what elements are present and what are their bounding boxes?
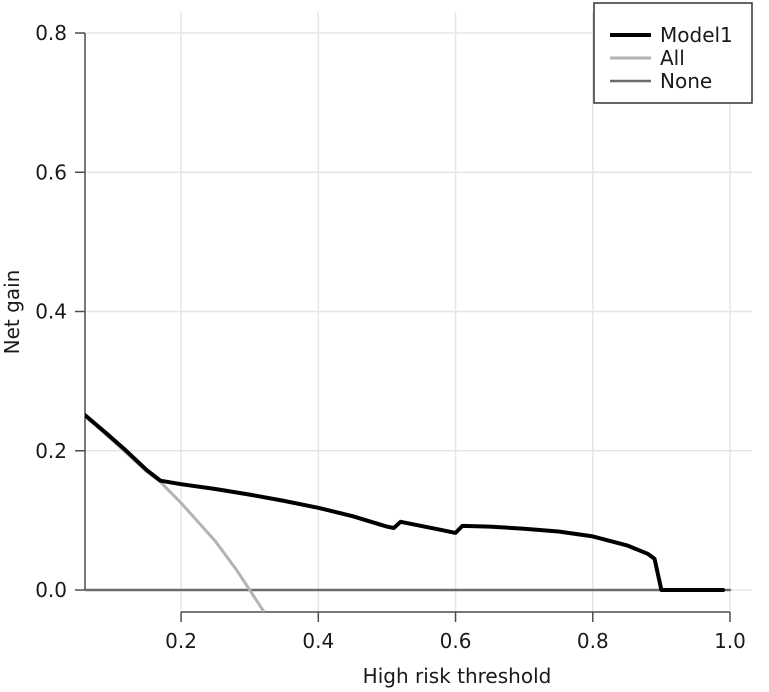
- legend-label-none: None: [660, 69, 712, 93]
- x-tick-label-1.0: 1.0: [714, 629, 746, 653]
- y-tick-label-0.2: 0.2: [35, 439, 67, 463]
- x-tick-label-0.4: 0.4: [302, 629, 334, 653]
- y-axis-title: Net gain: [0, 270, 24, 355]
- legend-label-model1: Model1: [660, 23, 733, 47]
- y-tick-label-0.8: 0.8: [35, 21, 67, 45]
- x-tick-label-0.8: 0.8: [577, 629, 609, 653]
- y-tick-label-0.4: 0.4: [35, 300, 67, 324]
- legend-label-all: All: [660, 46, 685, 70]
- series-line-model1: [85, 413, 726, 592]
- axes: 0.0 0.2 0.4 0.6 0.8 0.2 0.4 0.6 0.8 1.0: [35, 21, 746, 653]
- x-axis-title: High risk threshold: [363, 664, 552, 688]
- x-tick-label-0.2: 0.2: [165, 629, 197, 653]
- y-tick-label-0.6: 0.6: [35, 160, 67, 184]
- legend-box: [593, 2, 753, 104]
- y-tick-label-0.0: 0.0: [35, 578, 67, 602]
- legend: Model1 All None: [593, 2, 753, 104]
- x-tick-label-0.6: 0.6: [440, 629, 472, 653]
- series-layer: [85, 413, 732, 612]
